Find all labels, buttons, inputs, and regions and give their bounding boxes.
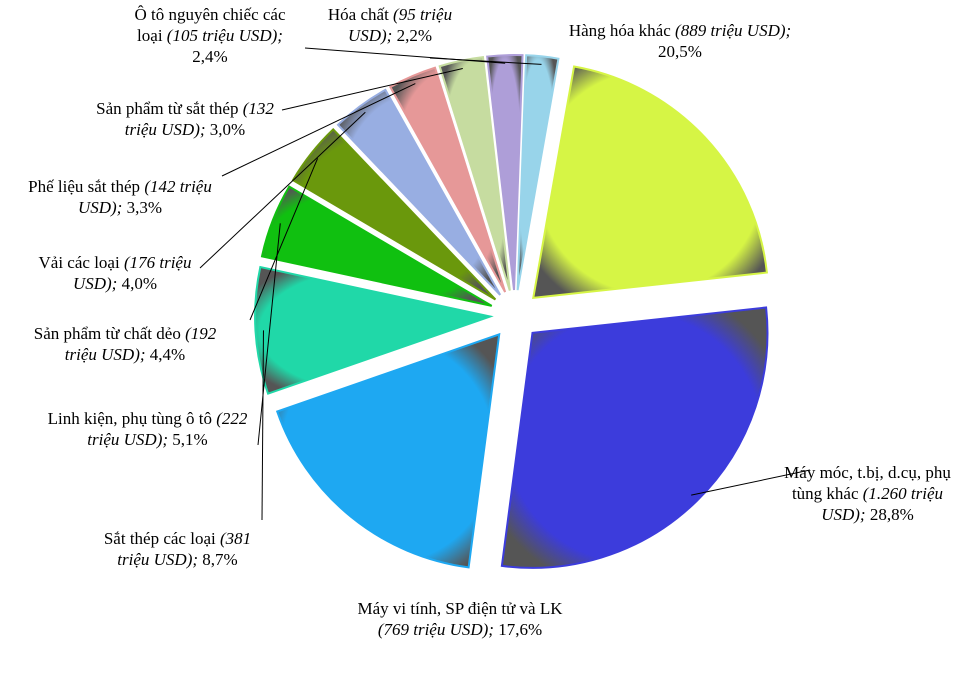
- amount-label: (176 triệu USD);: [72, 253, 192, 293]
- amount-label: (192 triệu USD);: [64, 324, 217, 364]
- slice-label: Sản phẩm từ chất dẻo (192 triệu USD); 4,…: [30, 323, 220, 365]
- value-label: 4,0%: [121, 274, 158, 293]
- slice-label: Hóa chất (95 triệu USD); 2,2%: [305, 4, 475, 46]
- category-label: Linh kiện, phụ tùng ô tô: [47, 409, 212, 428]
- category-label: Hóa chất: [327, 5, 389, 24]
- amount-label: (132 triệu USD);: [124, 99, 274, 139]
- slice-label: Linh kiện, phụ tùng ô tô (222 triệu USD)…: [40, 408, 255, 450]
- value-label: 3,0%: [209, 120, 246, 139]
- category-label: Sản phẩm từ sắt thép: [96, 99, 239, 118]
- slice-label: Hàng hóa khác (889 triệu USD); 20,5%: [565, 20, 795, 62]
- leader-line: [221, 83, 416, 177]
- leader-line: [261, 330, 264, 521]
- value-label: 2,4%: [192, 47, 228, 66]
- slice: [388, 66, 507, 293]
- leader-line: [429, 57, 542, 65]
- slice: [438, 55, 511, 291]
- slice: [254, 265, 494, 395]
- value-label: 4,4%: [149, 345, 186, 364]
- amount-label: (95 triệu USD);: [347, 5, 453, 45]
- category-label: Máy vi tính, SP điện tử và LK: [357, 599, 563, 618]
- leader-line: [281, 67, 463, 111]
- slice-label: Vải các loại (176 triệu USD); 4,0%: [30, 252, 200, 294]
- amount-label: (222 triệu USD);: [87, 409, 248, 449]
- value-label: 5,1%: [172, 430, 208, 449]
- slice-label: Sắt thép các loại (381 triệu USD); 8,7%: [90, 528, 265, 570]
- value-label: 2,2%: [396, 26, 433, 45]
- category-label: Hàng hóa khác: [568, 21, 671, 40]
- slice: [516, 54, 560, 291]
- slice: [336, 88, 502, 296]
- amount-label: (889 triệu USD);: [675, 21, 792, 40]
- slice-label: Sản phẩm từ sắt thép (132 triệu USD); 3,…: [90, 98, 280, 140]
- amount-label: (105 triệu USD);: [166, 26, 283, 45]
- leader-line: [257, 223, 281, 446]
- slice: [486, 54, 524, 291]
- category-label: Phế liệu sắt thép: [28, 177, 141, 196]
- leader-line: [199, 111, 366, 269]
- category-label: Máy móc, t.bị, d.cụ, phụ tùng khác: [784, 463, 951, 503]
- value-label: 28,8%: [869, 505, 914, 524]
- amount-label: (769 triệu USD);: [377, 620, 494, 639]
- amount-label: (381 triệu USD);: [117, 529, 252, 569]
- slice: [500, 306, 769, 569]
- category-label: Sản phẩm từ chất dẻo: [33, 324, 181, 343]
- category-label: Sắt thép các loại: [103, 529, 216, 548]
- leader-line: [249, 158, 319, 321]
- slice-label: Ô tô nguyên chiếc các loại (105 triệu US…: [130, 4, 290, 67]
- value-label: 17,6%: [498, 620, 543, 639]
- value-label: 20,5%: [658, 42, 702, 61]
- value-label: 3,3%: [126, 198, 163, 217]
- slice: [532, 65, 768, 300]
- category-label: Vải các loại: [38, 253, 120, 272]
- leader-line: [691, 469, 811, 496]
- slice: [260, 185, 493, 307]
- slice-label: Máy móc, t.bị, d.cụ, phụ tùng khác (1.26…: [770, 462, 965, 525]
- slice: [275, 332, 501, 569]
- category-label: Ô tô nguyên chiếc các loại: [134, 5, 286, 45]
- slice-label: Phế liệu sắt thép (142 triệu USD); 3,3%: [20, 176, 220, 218]
- slice-label: Máy vi tính, SP điện tử và LK (769 triệu…: [345, 598, 575, 640]
- amount-label: (142 triệu USD);: [77, 177, 212, 217]
- value-label: 8,7%: [202, 550, 238, 569]
- amount-label: (1.260 triệu USD);: [821, 484, 944, 524]
